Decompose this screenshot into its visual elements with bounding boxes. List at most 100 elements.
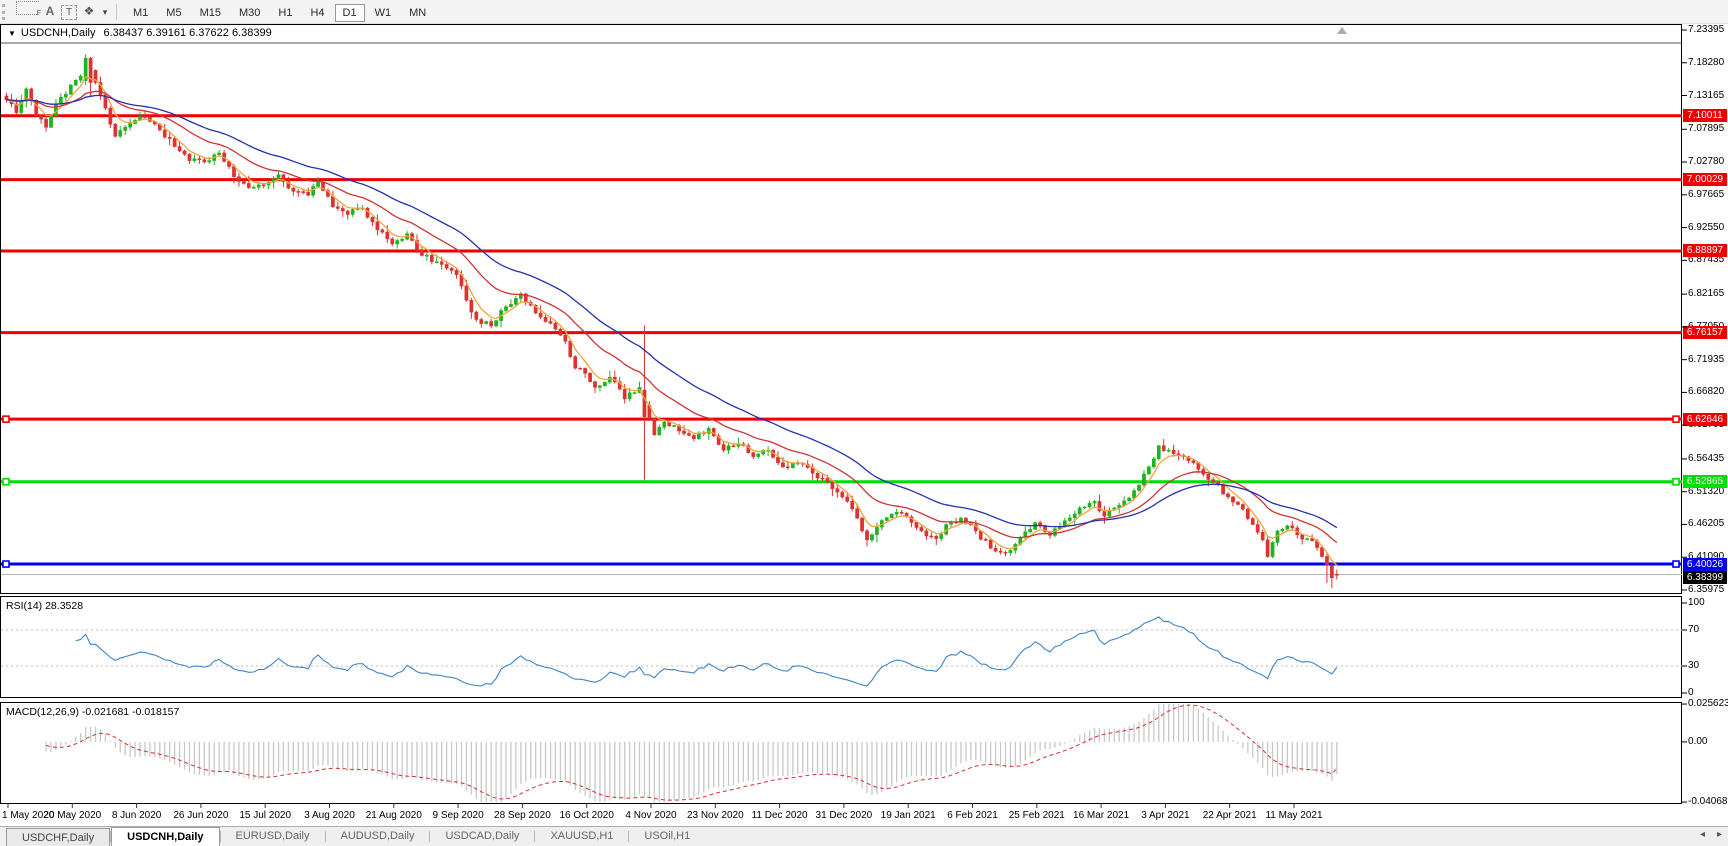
price-tick-label: 6.35975	[1688, 584, 1725, 595]
current-price-badge: 6.38399	[1683, 571, 1727, 585]
macd-tick-label: -0.040687	[1688, 796, 1728, 808]
chart-title: ▼ USDCNH,Daily 6.38437 6.39161 6.37622 6.3…	[8, 27, 272, 39]
date-label: 23 Nov 2020	[686, 810, 744, 821]
date-label: 26 Jun 2020	[173, 810, 229, 821]
price-tick-label: 6.51320	[1688, 485, 1725, 497]
toolbar-drag-handle[interactable]	[2, 3, 10, 20]
chart-tab-usoil[interactable]: USOil,H1	[644, 830, 691, 842]
chart-tab-eurusd[interactable]: EURUSD,Daily	[235, 830, 310, 842]
price-line-badge: 7.00029	[1683, 173, 1727, 187]
tab-divider	[324, 831, 326, 842]
date-label: 21 Aug 2020	[365, 810, 422, 821]
tab-divider	[429, 831, 431, 842]
date-label: 16 Mar 2021	[1073, 810, 1130, 821]
macd-panel[interactable]	[0, 702, 1682, 804]
rsi-tick-label: 70	[1688, 624, 1700, 635]
price-line-badge: 6.76157	[1683, 326, 1727, 340]
price-tick-label: 6.92550	[1688, 221, 1725, 233]
symbol-timeframe-label: USDCNH,Daily	[20, 27, 96, 39]
chart-tab-usdcnh[interactable]: USDCNH,Daily	[111, 827, 220, 846]
price-tick-label: 6.97665	[1688, 188, 1725, 200]
price-tick-label: 6.66820	[1688, 386, 1725, 398]
tab-scroll-arrows: ◂ ▸	[1700, 829, 1722, 840]
caret-down-icon[interactable]: ▾	[102, 7, 108, 18]
timeframe-m30-button[interactable]: M30	[238, 6, 261, 19]
chart-shift-marker[interactable]	[1337, 27, 1347, 34]
chart-tab-usdcad[interactable]: USDCAD,Daily	[445, 830, 520, 842]
chart-tab-audusd[interactable]: AUDUSD,Daily	[340, 830, 415, 842]
price-tick-label: 6.71935	[1688, 353, 1725, 365]
timeframe-h1-button[interactable]: H1	[278, 6, 293, 19]
tab-divider	[219, 831, 221, 842]
text-box-t-icon[interactable]: T	[61, 5, 77, 21]
date-label: 28 Sep 2020	[494, 810, 551, 821]
rsi-panel[interactable]	[0, 596, 1682, 698]
timeframe-group: M1 M5 M15 M30 H1 H4 D1 W1 MN	[124, 3, 435, 22]
price-tick-label: 7.07895	[1688, 123, 1725, 135]
price-line-badge: 6.88897	[1683, 244, 1727, 258]
price-line-badge: 6.40026	[1683, 557, 1727, 571]
date-axis[interactable]: 1 May 2020 20 May 2020 8 Jun 2020 26 Jun 20…	[0, 804, 1682, 826]
macd-tick-label: 0.00	[1688, 735, 1708, 747]
grid-f-icon[interactable]	[16, 1, 41, 17]
timeframe-h4-button[interactable]: H4	[310, 6, 325, 19]
price-line-badge: 6.52865	[1683, 475, 1727, 489]
price-tick-label: 6.41090	[1688, 551, 1724, 562]
date-label: 22 Apr 2021	[1202, 810, 1257, 821]
price-tick-label: 7.13165	[1688, 89, 1725, 101]
shapes-icon[interactable]: ❖	[83, 4, 95, 19]
rsi-label: RSI(14) 28.3528	[6, 600, 84, 612]
tab-divider	[534, 831, 536, 842]
date-label: 31 Dec 2020	[815, 810, 873, 821]
price-tick-label: 7.02780	[1688, 156, 1725, 168]
top-toolbar: AT ❖ ▾ M1 M5 M15 M30 H1 H4 D1 W1 MN	[0, 0, 1728, 24]
drawing-tools-group: AT ❖ ▾	[10, 1, 111, 22]
rsi-tick-label: 30	[1688, 660, 1700, 671]
timeframe-m15-button[interactable]: M15	[199, 6, 221, 19]
date-label: 9 Sep 2020	[432, 810, 484, 821]
date-label: 4 Nov 2020	[625, 810, 677, 821]
timeframe-mn-button[interactable]: MN	[409, 6, 427, 19]
price-tick-label: 6.56435	[1688, 452, 1725, 464]
price-line-badge: 6.62646	[1683, 412, 1727, 426]
chart-tab-usdchf[interactable]: USDCHF,Daily	[6, 828, 111, 846]
price-tick-label: 6.82165	[1688, 288, 1725, 300]
toolbar-separator	[116, 3, 117, 20]
chart-tab-bar: USDCHF,Daily USDCNH,Daily EURUSD,Daily AUDU…	[0, 826, 1728, 846]
symbol-dropdown-icon[interactable]: ▼	[8, 29, 16, 38]
date-label: 15 Jul 2020	[239, 810, 292, 821]
date-label: 3 Apr 2021	[1141, 810, 1190, 821]
main-chart-panel[interactable]	[0, 24, 1682, 594]
date-label: 11 Dec 2020	[751, 810, 808, 821]
date-label: 11 May 2021	[1265, 810, 1323, 821]
rsi-tick-label: 100	[1688, 597, 1705, 608]
tab-divider	[110, 831, 112, 842]
date-label: 6 Feb 2021	[947, 810, 998, 821]
timeframe-d1-button[interactable]: D1	[334, 3, 365, 22]
timeframe-w1-button[interactable]: W1	[374, 6, 392, 19]
tab-divider	[628, 831, 630, 842]
tab-scroll-left-icon[interactable]: ◂	[1699, 829, 1705, 840]
timeframe-m1-button[interactable]: M1	[133, 6, 149, 19]
date-label: 3 Aug 2020	[304, 810, 355, 821]
price-tick-label: 7.18280	[1688, 56, 1725, 68]
price-tick-label: 7.23395	[1688, 24, 1725, 35]
text-a-icon[interactable]: A	[45, 4, 55, 19]
price-line-badge: 7.10011	[1683, 109, 1727, 123]
rsi-tick-label: 0	[1688, 687, 1694, 698]
date-label: 25 Feb 2021	[1008, 810, 1065, 821]
date-label: 1 May 2020	[2, 810, 55, 821]
ohlc-values: 6.38437 6.39161 6.37622 6.38399	[103, 27, 272, 39]
macd-label: MACD(12,26,9) -0.021681 -0.018157	[6, 706, 180, 718]
price-tick-label: 6.46205	[1688, 518, 1725, 530]
date-label: 20 May 2020	[43, 810, 102, 821]
macd-tick-label: 0.025623	[1688, 698, 1728, 710]
timeframe-m5-button[interactable]: M5	[166, 6, 182, 19]
tab-scroll-right-icon[interactable]: ▸	[1716, 829, 1722, 840]
date-label: 8 Jun 2020	[111, 810, 162, 821]
date-label: 16 Oct 2020	[559, 810, 614, 821]
price-tick-label: 6.87435	[1688, 254, 1725, 266]
chart-tab-xauusd[interactable]: XAUUSD,H1	[550, 830, 614, 842]
price-axis[interactable]: 7.23395 7.18280 7.13165 7.07895 7.02780 6.976…	[1682, 24, 1728, 810]
